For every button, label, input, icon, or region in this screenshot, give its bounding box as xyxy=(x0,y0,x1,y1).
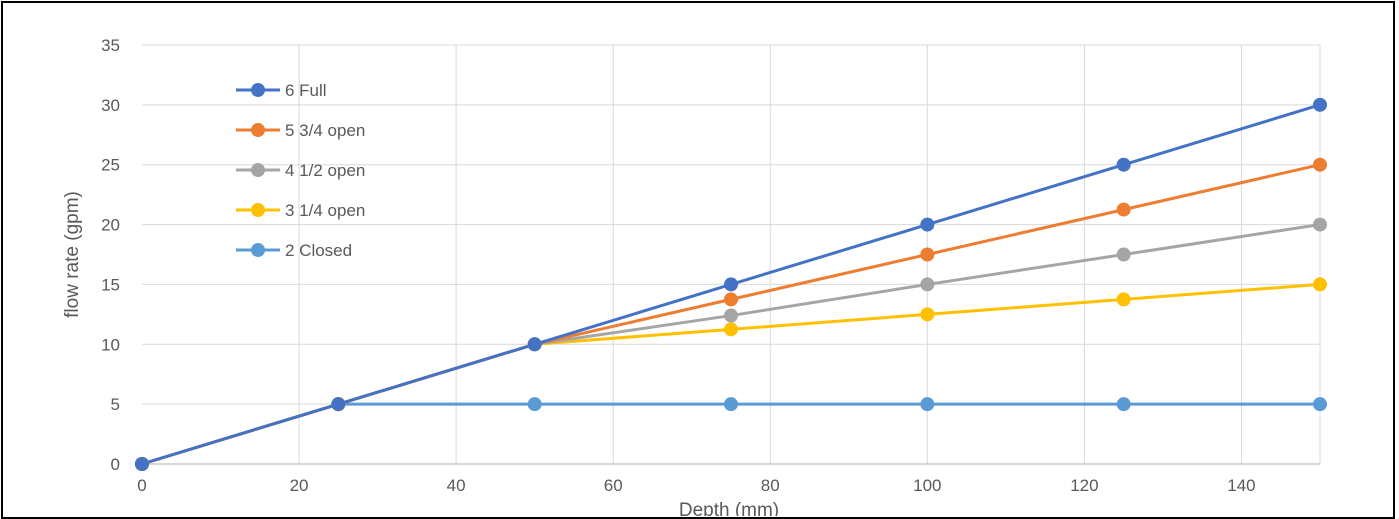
legend: 6 Full 5 3/4 open 4 1/2 open 3 1/4 open 2 Cl… xyxy=(236,81,365,260)
legend-label: 2 Closed xyxy=(285,241,352,260)
legend-label: 4 1/2 open xyxy=(285,161,365,180)
data-point-5-3-4-open xyxy=(724,292,738,307)
data-point-6-full xyxy=(331,397,346,412)
y-tick-label: 30 xyxy=(101,96,120,115)
x-tick-label: 0 xyxy=(137,476,146,495)
x-tick-label: 140 xyxy=(1227,476,1255,495)
data-point-6-full xyxy=(1313,97,1327,112)
data-point-6-full xyxy=(527,337,542,352)
data-point-4-1-2-open xyxy=(1116,247,1131,262)
data-point-2-closed xyxy=(724,397,738,412)
x-tick-label: 60 xyxy=(604,476,623,495)
legend-swatch-marker xyxy=(251,203,265,217)
data-point-6-full xyxy=(1116,157,1131,172)
legend-swatch-marker xyxy=(251,123,265,137)
data-point-3-1-4-open xyxy=(1313,277,1327,292)
data-point-6-full xyxy=(724,277,738,292)
legend-swatch-marker xyxy=(251,83,265,97)
data-point-6-full xyxy=(135,457,149,471)
x-tick-label: 40 xyxy=(447,476,466,495)
y-tick-label: 35 xyxy=(101,36,120,55)
y-tick-label: 5 xyxy=(111,395,120,414)
data-point-5-3-4-open xyxy=(1313,157,1327,172)
data-point-2-closed xyxy=(527,397,542,412)
legend-label: 3 1/4 open xyxy=(285,201,365,220)
data-point-5-3-4-open xyxy=(920,247,935,262)
axes: 0 5 10 15 20 25 30 35 0 20 40 60 80 100 120 140 xyxy=(101,36,1320,495)
data-point-4-1-2-open xyxy=(724,308,738,323)
legend-label: 6 Full xyxy=(285,81,327,100)
data-point-6-full xyxy=(920,217,935,232)
legend-label: 5 3/4 open xyxy=(285,121,365,140)
data-point-3-1-4-open xyxy=(1116,292,1131,307)
data-point-2-closed xyxy=(920,397,935,412)
data-point-4-1-2-open xyxy=(920,277,935,292)
y-tick-label: 0 xyxy=(111,455,120,474)
y-axis-title: flow rate (gpm) xyxy=(62,191,83,318)
y-tick-label: 10 xyxy=(101,335,120,354)
x-axis-title: Depth (mm) xyxy=(679,500,779,516)
x-tick-label: 80 xyxy=(761,476,780,495)
legend-swatch-marker xyxy=(251,163,265,177)
data-point-4-1-2-open xyxy=(1313,217,1327,232)
y-tick-label: 15 xyxy=(101,275,120,294)
series xyxy=(135,97,1327,471)
data-point-2-closed xyxy=(1116,397,1131,412)
x-tick-label: 100 xyxy=(913,476,941,495)
series-line-2-closed xyxy=(140,402,1322,466)
data-point-5-3-4-open xyxy=(1116,202,1131,217)
y-tick-label: 20 xyxy=(101,216,120,235)
y-tick-label: 25 xyxy=(101,156,120,175)
data-point-3-1-4-open xyxy=(724,322,738,337)
legend-swatch-marker xyxy=(251,243,265,257)
x-tick-label: 120 xyxy=(1070,476,1098,495)
x-tick-label: 20 xyxy=(290,476,309,495)
data-point-3-1-4-open xyxy=(920,307,935,322)
data-point-2-closed xyxy=(1313,397,1327,412)
